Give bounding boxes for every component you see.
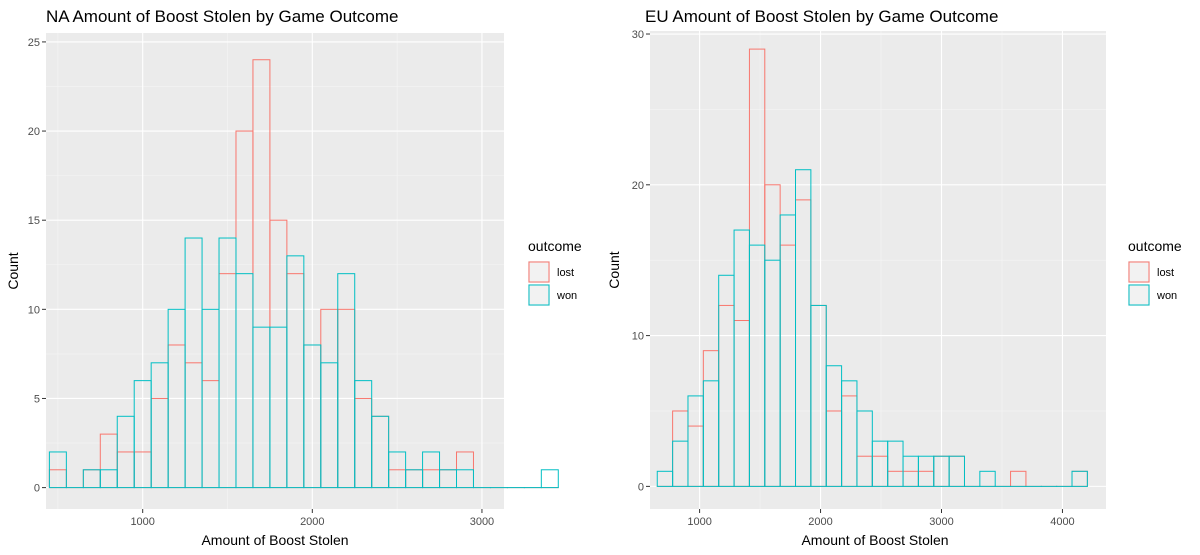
y-tick-label: 5 <box>34 393 40 405</box>
chart-title: EU Amount of Boost Stolen by Game Outcom… <box>645 7 998 26</box>
x-tick-label: 3000 <box>929 516 953 528</box>
y-tick-label: 10 <box>632 331 644 343</box>
y-tick-label: 25 <box>28 37 40 49</box>
legend-key-lost <box>1128 261 1150 283</box>
x-axis-title: Amount of Boost Stolen <box>801 532 948 548</box>
histogram-bar-won <box>1071 470 1088 487</box>
chart-panel-eu: EU Amount of Boost Stolen by Game Outcom… <box>606 7 1182 548</box>
y-tick-label: 30 <box>632 29 644 41</box>
x-tick-label: 1000 <box>130 516 154 528</box>
x-tick-label: 4000 <box>1050 516 1074 528</box>
histogram-bar-won <box>48 451 67 489</box>
y-axis-title: Count <box>606 251 622 288</box>
legend-key-bg <box>1128 261 1150 283</box>
histogram-bar-won <box>948 455 965 487</box>
histogram-bar-won <box>540 469 559 489</box>
x-tick-label: 1000 <box>687 516 711 528</box>
legend-key-bg <box>528 284 550 306</box>
plot-background <box>650 31 1106 509</box>
legend-label-lost: lost <box>1157 267 1174 279</box>
plot-background <box>46 33 504 509</box>
legend-label-won: won <box>556 290 577 302</box>
legend-title: outcome <box>1128 238 1182 254</box>
legend-key-won <box>1128 284 1150 306</box>
legend-key-bg <box>1128 284 1150 306</box>
x-tick-label: 2000 <box>808 516 832 528</box>
legend-label-lost: lost <box>557 267 574 279</box>
legend-title: outcome <box>528 238 582 254</box>
legend-key-lost <box>528 261 550 283</box>
histogram-bar-won <box>456 469 474 489</box>
x-tick-label: 2000 <box>300 516 324 528</box>
y-tick-label: 20 <box>632 180 644 192</box>
x-tick-label: 3000 <box>470 516 494 528</box>
legend: outcome lost won <box>528 238 582 306</box>
legend-key-won <box>528 284 550 306</box>
x-axis-title: Amount of Boost Stolen <box>201 532 348 548</box>
legend-label-won: won <box>1156 290 1177 302</box>
legend: outcome lost won <box>1128 238 1182 306</box>
legend-key-bg <box>528 261 550 283</box>
y-tick-label: 0 <box>638 481 644 493</box>
chart-title: NA Amount of Boost Stolen by Game Outcom… <box>46 7 398 26</box>
y-tick-label: 15 <box>28 215 40 227</box>
y-tick-label: 10 <box>28 304 40 316</box>
y-axis-title: Count <box>5 252 21 289</box>
histogram-bar-won <box>979 470 996 487</box>
y-tick-label: 20 <box>28 126 40 138</box>
chart-panel-na: NA Amount of Boost Stolen by Game Outcom… <box>5 7 582 548</box>
y-tick-label: 0 <box>34 483 40 495</box>
